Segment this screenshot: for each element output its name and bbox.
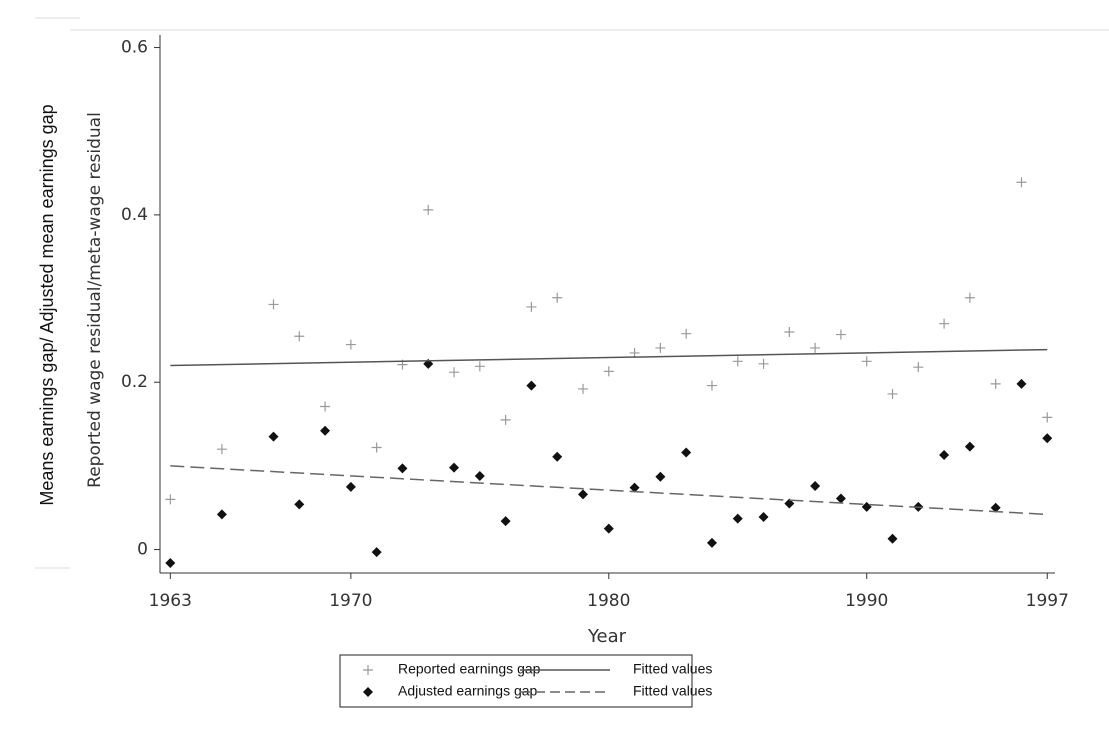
point [552,292,563,303]
point [861,356,872,367]
point [216,444,227,455]
point [835,493,846,504]
point [320,425,331,436]
y-tick-label: 0.4 [121,205,148,225]
point [861,501,872,512]
point [629,482,640,493]
y-axis-label: Reported wage residual/meta-wage residua… [85,112,105,488]
legend-box [339,654,693,708]
point [577,383,588,394]
point [474,361,485,372]
point [345,481,356,492]
point [500,516,511,527]
point [758,358,769,369]
point [216,509,227,520]
point [758,511,769,522]
point [655,342,666,353]
point [1042,412,1053,423]
point [681,328,692,339]
point [449,462,460,473]
point [990,378,1001,389]
point [835,329,846,340]
x-tick-label: 1990 [845,591,888,611]
x-tick-label: 1980 [587,591,630,611]
fitted-line [170,465,1048,516]
x-axis-label: Year [587,626,627,647]
point [964,292,975,303]
point [449,367,460,378]
point [294,499,305,510]
point [990,502,1001,513]
point [913,362,924,373]
point [371,442,382,453]
point [810,342,821,353]
point [1016,378,1027,389]
point [320,401,331,412]
point [629,347,640,358]
point [964,441,975,452]
point [603,366,614,377]
point [165,494,176,505]
legend-label: Fitted values [633,661,712,677]
point [706,380,717,391]
legend-label: Reported earnings gap [398,661,541,677]
x-tick-label: 1997 [1026,591,1069,611]
y-tick-label: 0.6 [121,38,148,58]
point [732,356,743,367]
point [268,299,279,310]
legend-symbol [363,665,373,675]
point [655,471,666,482]
point [294,331,305,342]
point [887,388,898,399]
point [784,327,795,338]
point [939,318,950,329]
point [887,533,898,544]
point [681,447,692,458]
point [577,489,588,500]
point [165,557,176,568]
point [526,301,537,312]
legend-label: Adjusted earnings gap [398,683,538,699]
x-tick-label: 1970 [329,591,372,611]
point [371,547,382,558]
y-tick-label: 0.2 [121,372,148,392]
point [706,537,717,548]
fitted-line [170,348,1048,367]
point [500,414,511,425]
point [939,450,950,461]
point [345,339,356,350]
point [526,380,537,391]
point [784,498,795,509]
point [397,463,408,474]
point [603,523,614,534]
y-tick-label: 0 [137,540,148,560]
point [732,513,743,524]
point [268,431,279,442]
point [423,204,434,215]
legend-symbol [363,687,373,697]
point [810,480,821,491]
outer-label: Means earnings gap/ Adjusted mean earnin… [37,104,57,505]
x-tick-label: 1963 [149,591,192,611]
point [552,451,563,462]
legend-label: Fitted values [633,683,712,699]
point [474,470,485,481]
point [1016,177,1027,188]
point [1042,433,1053,444]
